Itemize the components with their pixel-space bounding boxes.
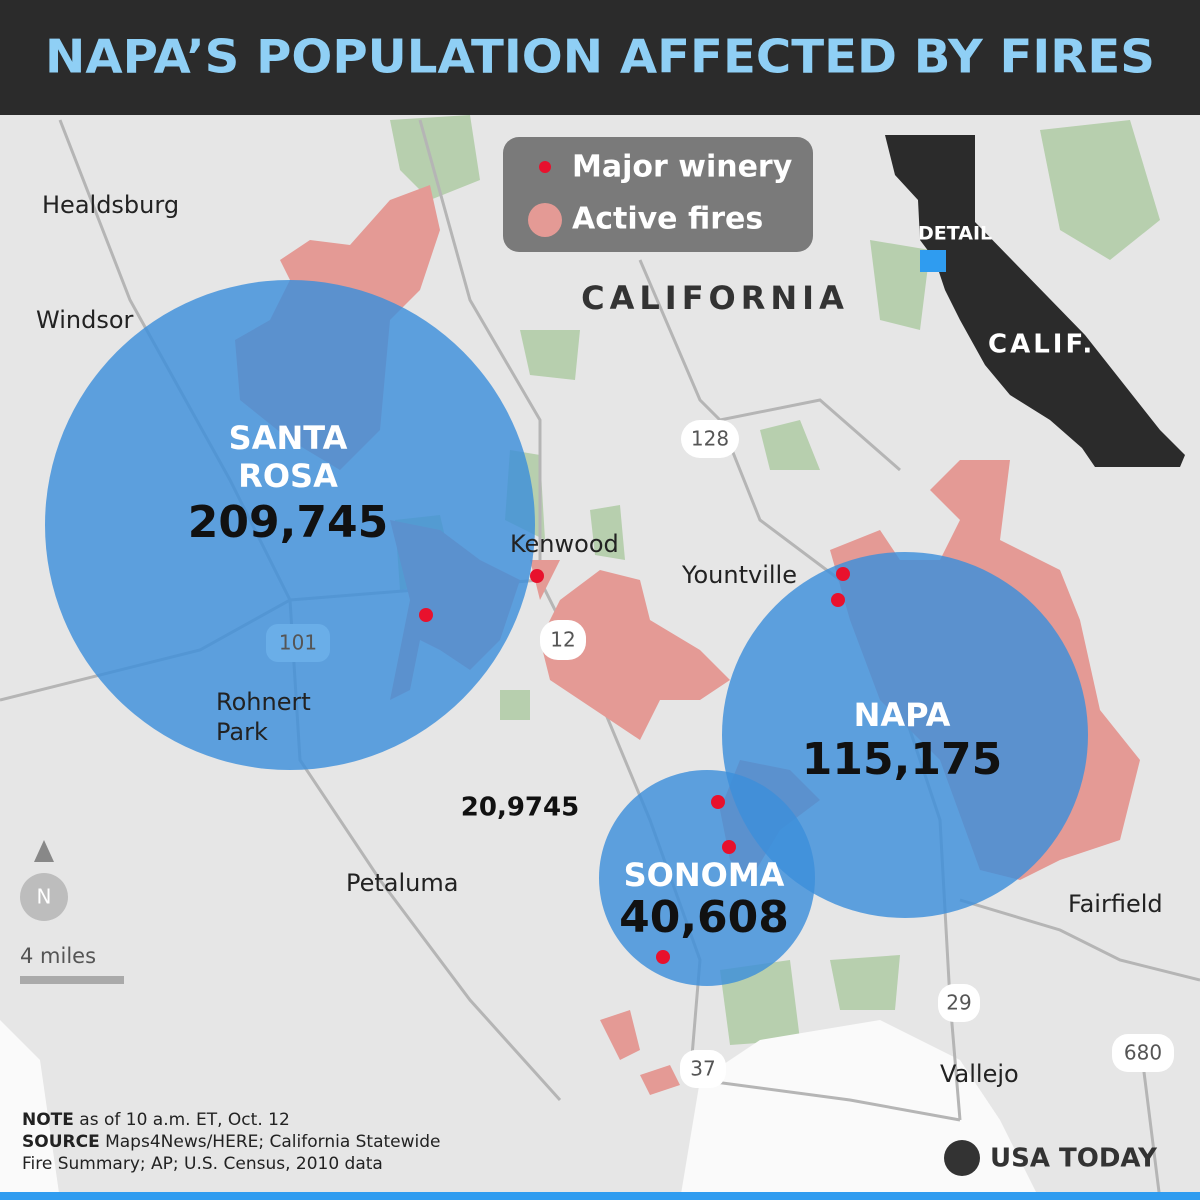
region-label: CALIFORNIA [581,279,849,317]
area-name: NAPA [854,696,951,734]
highway-label: 29 [946,991,971,1015]
inset-detail: DETAIL [918,223,992,245]
area-population: 40,608 [619,892,789,943]
scale-label: 4 miles [20,944,96,968]
area-name: ROSA [238,457,338,495]
area-population: 209,745 [188,497,388,548]
note: Fire Summary; AP; U.S. Census, 2010 data [22,1154,383,1174]
legend-winery-swatch [539,161,551,173]
place-label: Petaluma [346,869,458,897]
legend-box [503,137,813,252]
brand-logo [944,1140,980,1176]
wineries [419,567,850,964]
place-label: Vallejo [940,1060,1019,1088]
area-name: SONOMA [624,856,785,894]
title: NAPA’S POPULATION AFFECTED BY FIRES [45,30,1155,84]
highway-label: 12 [550,628,575,652]
place-label: Healdsburg [42,191,179,219]
place-label: Yountville [681,561,797,589]
stray-label: 20,9745 [461,793,579,823]
compass-label: N [37,885,52,909]
note: SOURCE Maps4News/HERE; California Statew… [22,1132,441,1152]
area-name: SANTA [229,419,348,457]
area-population: 115,175 [802,734,1002,785]
place-label: Rohnert [216,688,311,716]
highway-label: 101 [279,631,317,655]
note: NOTE as of 10 a.m. ET, Oct. 12 [22,1110,290,1130]
highway-shields [266,420,1174,1088]
scale-bar [20,976,124,984]
california-inset [885,135,1185,467]
highway-label: 128 [691,427,729,451]
highway-label: 37 [690,1057,715,1081]
header-bar [0,0,1200,115]
detail-marker [920,250,946,272]
legend-label: Active fires [572,202,763,237]
legend-fire-swatch [528,203,562,237]
compass [20,873,68,921]
place-label: Kenwood [510,530,619,558]
north-arrow [34,840,54,862]
footer-bar [0,1192,1200,1200]
inset-state: CALIF. [988,330,1095,360]
legend-label: Major winery [572,150,793,185]
brand: USA TODAY [990,1144,1158,1174]
place-label: Park [216,718,268,746]
place-label: Windsor [36,306,134,334]
coast [0,1020,60,1200]
highway-label: 680 [1124,1041,1162,1065]
place-label: Fairfield [1068,890,1163,918]
population-circles [45,280,1088,986]
